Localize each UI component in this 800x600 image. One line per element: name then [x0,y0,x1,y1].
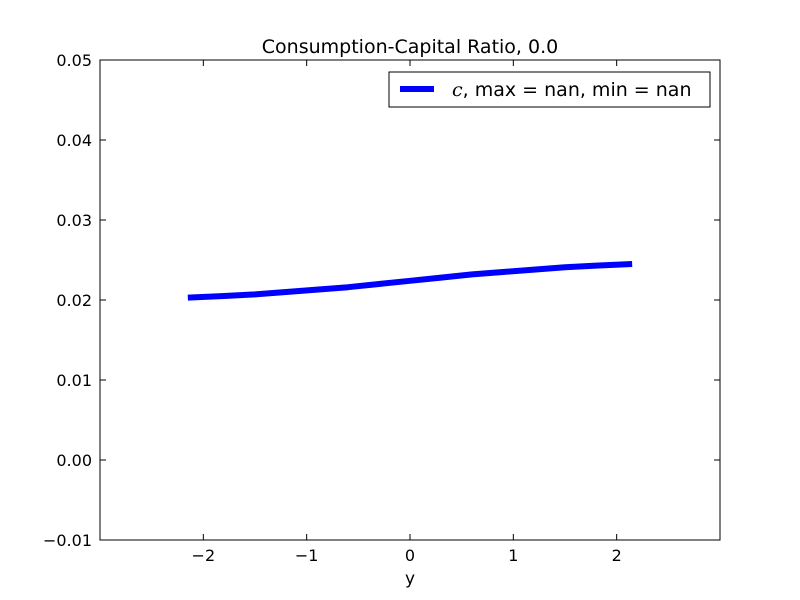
y-tick-label: 0.05 [56,51,92,70]
chart-title: Consumption-Capital Ratio, 0.0 [262,36,558,58]
legend: c, max = nan, min = nan [388,71,711,108]
x-tick-label: 2 [612,546,622,565]
x-tick-label: −2 [192,546,216,565]
x-tick-label: −1 [295,546,319,565]
series-lines [187,261,633,301]
y-tick-label: 0.03 [56,211,92,230]
legend-label: c, max = nan, min = nan [452,79,692,101]
plot-area [100,60,720,540]
plot-frame [99,59,721,541]
y-tick-label: 0.01 [56,371,92,390]
axis-ticks: −2 −1 0 1 2 −0.01 0.00 0.01 0.02 0.03 0.04 0.05 [43,51,720,565]
x-axis-label: y [405,569,415,589]
y-tick-label: −0.01 [43,531,92,550]
legend-label-symbol: c [452,79,463,101]
series-line-c [187,261,633,301]
y-tick-label: 0.00 [56,451,92,470]
y-tick-label: 0.02 [56,291,92,310]
y-tick-label: 0.04 [56,131,92,150]
legend-label-text: , max = nan, min = nan [463,79,692,101]
legend-box [388,71,711,108]
x-tick-label: 1 [508,546,518,565]
x-tick-label: 0 [405,546,415,565]
